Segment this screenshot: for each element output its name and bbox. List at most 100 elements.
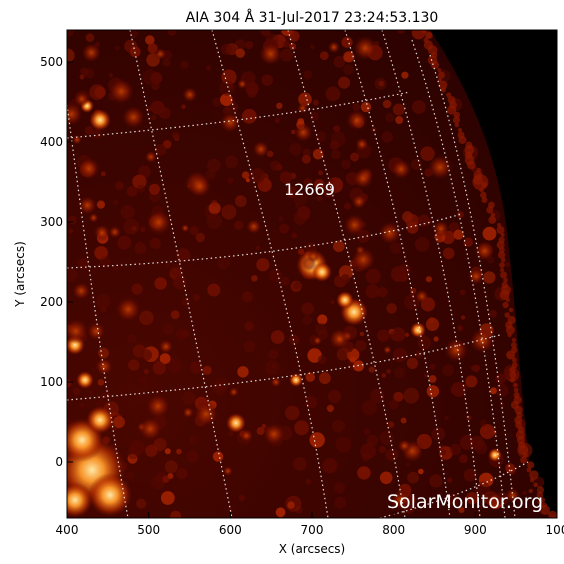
limb-speck xyxy=(420,30,428,34)
chromosphere-speck xyxy=(319,372,331,385)
plage-blob xyxy=(289,373,303,387)
plage-blob-dim xyxy=(180,223,190,233)
chromosphere-speck xyxy=(151,81,160,91)
chromosphere-speck xyxy=(279,223,290,234)
chromosphere-speck xyxy=(67,48,75,63)
chromosphere-speck xyxy=(429,363,436,370)
limb-speck xyxy=(500,271,508,279)
chromosphere-speck xyxy=(377,287,388,298)
chromosphere-speck xyxy=(123,218,140,235)
chromosphere-speck xyxy=(341,36,353,48)
chromosphere-speck xyxy=(309,432,325,448)
chromosphere-speck xyxy=(160,491,175,505)
chromosphere-speck xyxy=(189,436,197,444)
chromosphere-speck xyxy=(103,392,111,400)
x-tick-label: 100 xyxy=(546,523,564,537)
chromosphere-speck xyxy=(92,128,102,139)
chromosphere-speck xyxy=(275,507,286,518)
plage-blob-dim xyxy=(228,386,239,398)
limb-speck xyxy=(479,187,484,193)
chromosphere-speck xyxy=(458,506,465,513)
chromosphere-speck xyxy=(147,43,158,54)
chromosphere-speck xyxy=(386,369,391,374)
limb-speck xyxy=(513,387,519,393)
chromosphere-speck xyxy=(162,323,174,335)
chromosphere-speck xyxy=(305,372,315,382)
chromosphere-speck xyxy=(149,183,160,195)
chromosphere-speck xyxy=(385,112,395,123)
limb-speck xyxy=(507,332,512,338)
chromosphere-speck xyxy=(173,276,187,290)
chromosphere-speck xyxy=(394,367,406,379)
chromosphere-speck xyxy=(343,51,355,63)
chromosphere-speck xyxy=(411,100,426,114)
plage-blob-dim xyxy=(182,87,198,103)
chromosphere-speck xyxy=(108,73,114,78)
chromosphere-speck xyxy=(322,458,338,474)
latitude-line xyxy=(379,461,529,518)
chromosphere-speck xyxy=(385,448,399,462)
limb-speck xyxy=(536,491,544,499)
chromosphere-speck xyxy=(414,350,423,359)
plage-blob-dim xyxy=(154,48,167,60)
plage-blob-dim xyxy=(108,78,135,105)
chromosphere-speck xyxy=(202,365,212,375)
plage-blob-dim xyxy=(67,318,89,344)
longitude-line xyxy=(211,30,329,518)
plage-blob xyxy=(410,322,426,338)
chromosphere-speck xyxy=(243,340,256,353)
chromosphere-speck xyxy=(172,132,180,140)
chromosphere-speck xyxy=(238,494,246,501)
plage-blob-dim xyxy=(505,487,521,503)
chromosphere-speck xyxy=(220,43,232,55)
chromosphere-speck xyxy=(67,30,74,37)
chromosphere-speck xyxy=(465,375,478,388)
chromosphere-speck xyxy=(139,226,146,233)
chromosphere-speck xyxy=(489,310,497,318)
chromosphere-speck xyxy=(294,204,300,209)
chromosphere-speck xyxy=(482,226,497,241)
active-region-label: 12669 xyxy=(284,180,335,199)
chromosphere-speck xyxy=(333,56,346,68)
x-tick-label: 400 xyxy=(56,523,79,537)
y-tick-label: 0 xyxy=(55,455,63,469)
chromosphere-speck xyxy=(100,171,106,177)
latitude-line xyxy=(67,213,463,269)
chromosphere-speck xyxy=(444,416,449,421)
chromosphere-speck xyxy=(68,228,74,234)
chromosphere-speck xyxy=(393,391,404,402)
chromosphere-speck xyxy=(180,60,189,69)
chromosphere-speck xyxy=(420,146,435,161)
chromosphere-speck xyxy=(227,177,234,184)
y-tick-label: 300 xyxy=(40,215,63,229)
chromosphere-speck xyxy=(457,325,463,332)
chromosphere-speck xyxy=(366,434,379,447)
chromosphere-speck xyxy=(234,220,244,230)
limb-speck xyxy=(503,277,508,283)
chromosphere-speck xyxy=(127,333,137,344)
chromosphere-speck xyxy=(386,303,398,314)
y-axis-label: Y (arcsecs) xyxy=(13,241,27,308)
chromosphere-speck xyxy=(312,148,324,160)
chromosphere-speck xyxy=(453,229,464,240)
limb-speck xyxy=(447,105,457,115)
plage-blob xyxy=(336,291,354,309)
chromosphere-speck xyxy=(410,287,417,294)
chromosphere-speck xyxy=(67,215,77,225)
chromosphere-speck xyxy=(291,232,298,239)
longitude-line xyxy=(429,54,516,518)
plage-blob-dim xyxy=(237,79,248,90)
chromosphere-speck xyxy=(237,366,249,378)
limb-speck xyxy=(509,377,516,383)
chromosphere-speck xyxy=(365,268,381,284)
plage-blob-dim xyxy=(67,102,83,126)
chromosphere-speck xyxy=(495,383,509,397)
chromosphere-speck xyxy=(354,340,367,352)
limb-speck xyxy=(481,181,488,189)
chromosphere-speck xyxy=(319,51,329,61)
chromosphere-speck xyxy=(343,202,351,210)
chromosphere-speck xyxy=(287,501,295,509)
limb-speck xyxy=(467,160,476,170)
chromosphere-speck xyxy=(208,202,221,215)
chromosphere-speck xyxy=(79,402,86,409)
